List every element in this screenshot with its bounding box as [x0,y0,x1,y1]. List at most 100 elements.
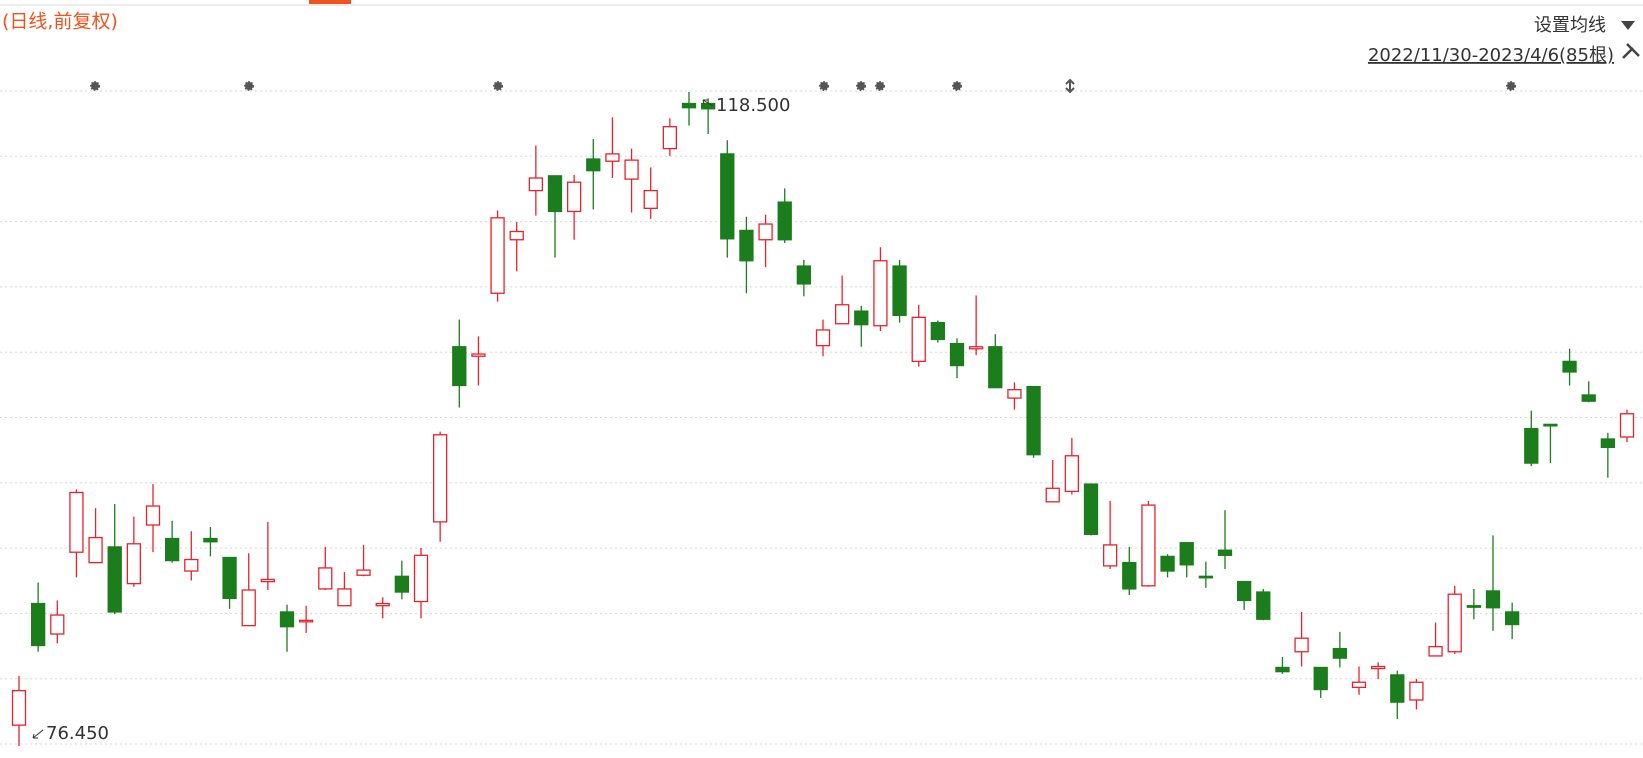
event-icon [1065,78,1075,94]
candle-body [126,543,142,585]
candle-body [1370,665,1386,670]
candle-body [318,567,333,590]
candle-body [260,578,276,583]
high-arrow [702,99,714,107]
candles: 118.500 76.450 [11,92,1635,746]
candle-body [1524,427,1539,464]
candle-body [834,304,850,325]
candle-body [1351,681,1367,689]
candle-body [394,575,410,593]
candle-body [452,346,467,387]
low-arrow [32,729,44,739]
candle-body [1122,561,1137,590]
candle-body [1313,666,1328,691]
candle-body [241,589,256,627]
candle-body [1083,483,1099,535]
candle-body [107,546,122,613]
candle-body [356,569,371,576]
candle-body [873,260,888,327]
event-icons [90,78,1516,94]
candle-body [1428,645,1443,657]
candle-body [547,175,563,213]
candle-body [1504,611,1520,626]
candle-body [949,342,965,367]
event-icon [90,81,100,91]
candle-body [509,230,524,241]
candle-body [1332,647,1348,659]
candle-body [50,614,65,635]
candle-body [1275,666,1290,673]
candle-body [662,126,678,150]
candle-body [1294,637,1309,653]
candle-body [758,223,773,241]
candle-body [624,159,639,180]
candle-body [1160,555,1175,572]
candle-body [1102,544,1118,567]
candle-body [413,554,429,603]
candle-body [1581,394,1596,402]
high-label: 118.500 [716,95,790,116]
candle-body [1619,413,1635,438]
candle-body [1236,580,1252,602]
candle-body [203,537,218,543]
candle-body [777,201,792,241]
candle-body [566,181,582,213]
candle-body [815,329,831,347]
candle-body [968,346,984,350]
candle-body [1179,542,1194,566]
event-icon [856,81,866,91]
candle-body [298,619,314,623]
pin-icon[interactable] [1622,43,1640,59]
candle-body [11,689,27,726]
date-range[interactable]: 2022/11/30-2023/4/6(85根) [1368,45,1614,66]
event-icon [244,81,254,91]
candle-body [375,602,390,607]
candle-body [1485,590,1501,609]
candle-body [796,265,812,285]
event-icon [493,81,503,91]
candle-body [1543,423,1558,427]
event-icon [875,81,885,91]
candle-body [681,102,697,109]
candle-body [1256,591,1271,620]
event-icon [952,81,962,91]
candle-body [605,153,620,162]
ma-setting[interactable]: 设置均线 [1534,15,1606,36]
candle-body [1064,455,1080,493]
candle-body [1007,389,1022,399]
candle-body [586,158,601,172]
low-label: 76.450 [46,723,109,744]
candle-body [337,588,352,607]
candle-body [1447,593,1462,653]
candle-body [1217,549,1233,556]
candle-body [854,310,869,326]
candle-body [222,556,237,600]
candle-body [528,177,544,192]
dropdown-arrow[interactable] [1621,21,1635,30]
event-icon [1506,81,1516,91]
candle-body [911,316,926,363]
candle-body [739,229,754,262]
candle-body [930,321,946,341]
candle-body [720,153,735,240]
event-icon [819,81,829,91]
candle-body [490,217,505,294]
candle-body [1466,605,1482,608]
candle-body [1600,438,1616,449]
candle-body [1141,504,1156,587]
candle-body [1409,681,1424,701]
candle-body [892,265,907,316]
candle-body [279,611,295,628]
candle-body [184,558,199,572]
candle-body [145,505,161,526]
candle-body [1045,487,1060,503]
candle-body [1390,674,1405,703]
candle-body [988,346,1003,389]
candle-body [1198,575,1214,579]
candle-body [1562,360,1577,373]
candle-body [1026,385,1041,456]
candle-body [88,536,103,564]
grid [0,90,1643,745]
